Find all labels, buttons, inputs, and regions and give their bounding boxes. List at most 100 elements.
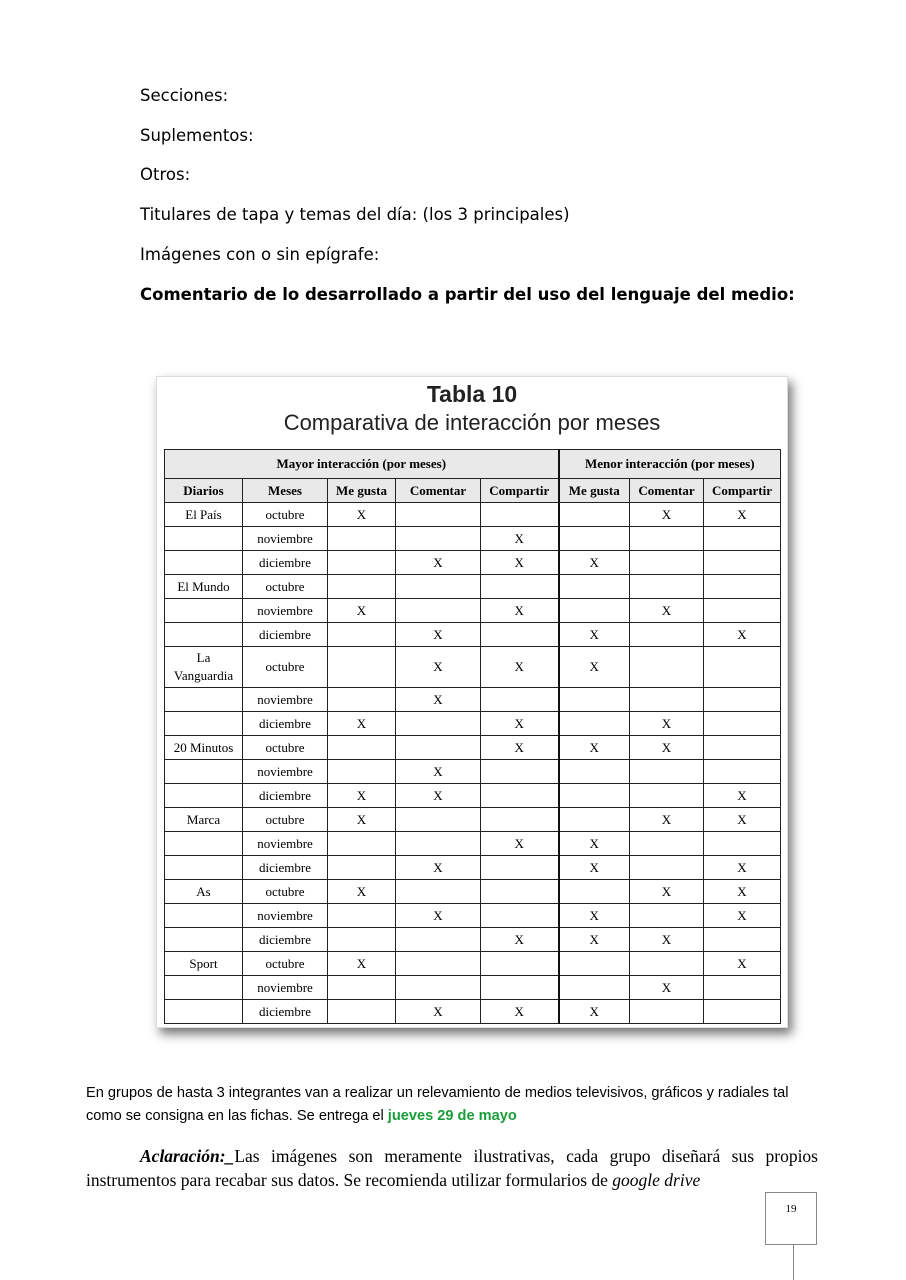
field-secciones: Secciones: bbox=[140, 86, 229, 105]
table-figure: Tabla 10 Comparativa de interacción por … bbox=[156, 376, 788, 1028]
column-header: Diarios bbox=[164, 478, 243, 503]
mark-cell bbox=[629, 526, 704, 551]
table-row: Sport octubre X X bbox=[164, 951, 781, 976]
month-cell: octubre bbox=[242, 879, 328, 904]
table-row: noviembre X X X bbox=[164, 903, 781, 928]
mark-cell bbox=[480, 783, 559, 808]
mark-cell bbox=[629, 622, 704, 647]
mark-cell bbox=[703, 927, 781, 952]
mark-cell: X bbox=[703, 783, 781, 808]
newspaper-cell: Marca bbox=[164, 807, 243, 832]
mark-cell: X bbox=[395, 687, 481, 712]
column-header: Compartir bbox=[480, 478, 559, 503]
table-row: Marca octubre X X X bbox=[164, 807, 781, 832]
mark-cell bbox=[629, 951, 704, 976]
newspaper-cell: Sport bbox=[164, 951, 243, 976]
mark-cell: X bbox=[395, 622, 481, 647]
mark-cell bbox=[395, 975, 481, 1000]
mark-cell: X bbox=[480, 646, 559, 688]
mark-cell bbox=[629, 903, 704, 928]
month-cell: diciembre bbox=[242, 550, 328, 575]
mark-cell bbox=[480, 975, 559, 1000]
mark-cell bbox=[480, 855, 559, 880]
newspaper-cell: 20 Minutos bbox=[164, 735, 243, 760]
mark-cell: X bbox=[395, 646, 481, 688]
mark-cell bbox=[327, 526, 396, 551]
month-cell: octubre bbox=[242, 951, 328, 976]
table-row: noviembre X X X bbox=[164, 598, 781, 623]
mark-cell bbox=[557, 687, 630, 712]
mark-cell: X bbox=[557, 550, 630, 575]
mark-cell bbox=[703, 687, 781, 712]
table-row: La Vanguardia octubre X X X bbox=[164, 646, 781, 688]
mark-cell: X bbox=[703, 951, 781, 976]
mark-cell: X bbox=[327, 502, 396, 527]
mark-cell bbox=[557, 975, 630, 1000]
mark-cell: X bbox=[327, 711, 396, 736]
mark-cell bbox=[395, 831, 481, 856]
clarification-paragraph: Aclaración:_Las imágenes son meramente i… bbox=[86, 1144, 818, 1192]
mark-cell bbox=[395, 735, 481, 760]
figure-title: Tabla 10 bbox=[426, 381, 518, 407]
mark-cell bbox=[629, 783, 704, 808]
month-cell: diciembre bbox=[242, 711, 328, 736]
mark-cell: X bbox=[480, 735, 559, 760]
table-row: El Mundo octubre bbox=[164, 574, 781, 599]
mark-cell: X bbox=[703, 903, 781, 928]
mark-cell bbox=[557, 807, 630, 832]
field-comentario: Comentario de lo desarrollado a partir d… bbox=[140, 285, 795, 304]
clarification-lead: Aclaración:_ bbox=[140, 1146, 235, 1166]
newspaper-cell bbox=[164, 622, 243, 647]
mark-cell: X bbox=[703, 622, 781, 647]
mark-cell bbox=[557, 502, 630, 527]
newspaper-cell bbox=[164, 550, 243, 575]
mark-cell bbox=[327, 735, 396, 760]
mark-cell bbox=[395, 526, 481, 551]
due-date: jueves 29 de mayo bbox=[387, 1108, 517, 1124]
mark-cell bbox=[480, 951, 559, 976]
mark-cell bbox=[480, 903, 559, 928]
newspaper-cell bbox=[164, 903, 243, 928]
mark-cell bbox=[395, 807, 481, 832]
month-cell: diciembre bbox=[242, 927, 328, 952]
mark-cell: X bbox=[629, 598, 704, 623]
mark-cell bbox=[703, 759, 781, 784]
mark-cell bbox=[395, 927, 481, 952]
mark-cell: X bbox=[395, 759, 481, 784]
mark-cell bbox=[629, 646, 704, 688]
mark-cell: X bbox=[480, 598, 559, 623]
mark-cell bbox=[703, 526, 781, 551]
mark-cell: X bbox=[557, 622, 630, 647]
table-row: diciembre X X X bbox=[164, 711, 781, 736]
mark-cell bbox=[327, 903, 396, 928]
google-drive-text: google drive bbox=[612, 1170, 701, 1190]
mark-cell: X bbox=[480, 550, 559, 575]
newspaper-cell bbox=[164, 711, 243, 736]
mark-cell bbox=[557, 879, 630, 904]
group-header-menor: Menor interacción (por meses) bbox=[557, 449, 781, 479]
table-row: noviembre X X bbox=[164, 831, 781, 856]
mark-cell bbox=[327, 855, 396, 880]
mark-cell bbox=[629, 550, 704, 575]
mark-cell bbox=[327, 927, 396, 952]
mark-cell: X bbox=[557, 831, 630, 856]
newspaper-cell bbox=[164, 598, 243, 623]
instructions-paragraph: En grupos de hasta 3 integrantes van a r… bbox=[86, 1082, 822, 1128]
month-cell: noviembre bbox=[242, 687, 328, 712]
mark-cell: X bbox=[629, 711, 704, 736]
mark-cell: X bbox=[395, 903, 481, 928]
mark-cell bbox=[629, 855, 704, 880]
mark-cell: X bbox=[703, 807, 781, 832]
field-suplementos: Suplementos: bbox=[140, 126, 254, 145]
mark-cell bbox=[480, 622, 559, 647]
mark-cell bbox=[703, 598, 781, 623]
table-row: diciembre X X X bbox=[164, 622, 781, 647]
mark-cell: X bbox=[629, 927, 704, 952]
mark-cell bbox=[480, 687, 559, 712]
mark-cell bbox=[480, 574, 559, 599]
mark-cell: X bbox=[557, 999, 630, 1024]
newspaper-cell: El País bbox=[164, 502, 243, 527]
mark-cell: X bbox=[480, 711, 559, 736]
mark-cell bbox=[395, 574, 481, 599]
